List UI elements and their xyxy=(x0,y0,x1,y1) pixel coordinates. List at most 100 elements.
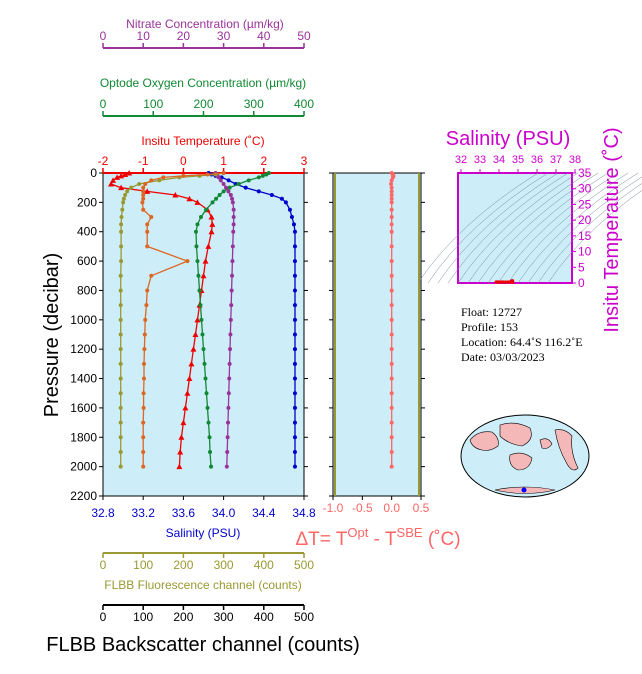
fluorescence-point-28 xyxy=(118,435,123,440)
oxygen-point-1 xyxy=(264,172,269,177)
ts-x-tick-label-4: 36 xyxy=(531,154,543,166)
salinity-tick-label-1: 33.2 xyxy=(132,506,156,520)
salinity-point-7 xyxy=(256,189,261,194)
temperature-tick-label-3: 1 xyxy=(220,154,227,168)
salinity-point-22 xyxy=(292,347,297,352)
oxygen-point-11 xyxy=(204,207,209,212)
delta-t-point-9 xyxy=(389,196,394,201)
ts-contour-10 xyxy=(517,172,639,284)
fluorescence-point-19 xyxy=(118,303,123,308)
pressure-axis-title: Pressure (decibar) xyxy=(41,253,63,418)
oxygen-point-25 xyxy=(204,391,209,396)
delta-t-tick-label-3: 0.5 xyxy=(413,501,430,515)
ts-density-contours xyxy=(417,172,642,284)
salinity-point-28 xyxy=(292,435,297,440)
salinity-point-29 xyxy=(292,449,297,454)
delta-t-point-18 xyxy=(389,288,394,293)
backscatter-point-7 xyxy=(141,189,146,194)
ts-x-tick-label-3: 35 xyxy=(512,154,524,166)
ts-y-tick-label-1: 5 xyxy=(578,260,585,274)
fluorescence-point-9 xyxy=(121,196,126,201)
delta-t-point-26 xyxy=(389,405,394,410)
pressure-tick-label-7: 1400 xyxy=(70,372,97,386)
fluorescence-point-29 xyxy=(118,449,123,454)
salinity-point-4 xyxy=(226,178,231,183)
nitrate-point-9 xyxy=(230,196,235,201)
ts-y-tick-label-5: 25 xyxy=(578,197,592,211)
salinity-point-15 xyxy=(292,244,297,249)
pressure-tick-label-0: 0 xyxy=(90,166,97,180)
ts-contour-4 xyxy=(457,172,579,284)
delta-t-tick-label-0: -1.0 xyxy=(323,501,344,515)
ts-contour-7 xyxy=(487,172,609,284)
ts-ylabel: Insitu Temperature (˚C) xyxy=(601,127,623,332)
delta-t-point-12 xyxy=(389,215,394,220)
pressure-tick-label-10: 2000 xyxy=(70,460,97,474)
ts-contour-12 xyxy=(537,183,642,284)
fluorescence-point-17 xyxy=(118,273,123,278)
oxygen-tick-label-0: 0 xyxy=(100,97,107,111)
oxygen-point-27 xyxy=(206,420,211,425)
backscatter-point-1 xyxy=(205,172,210,177)
fluorescence-point-5 xyxy=(137,182,142,187)
oxygen-point-6 xyxy=(227,185,232,190)
fluorescence-point-21 xyxy=(118,332,123,337)
nitrate-point-24 xyxy=(227,376,232,381)
backscatter-point-15 xyxy=(145,244,150,249)
nitrate-point-25 xyxy=(226,391,231,396)
fluorescence-tick-label-4: 400 xyxy=(254,558,274,572)
ts-x-tick-label-1: 33 xyxy=(474,154,486,166)
fluorescence-point-15 xyxy=(119,244,124,249)
salinity-point-30 xyxy=(292,464,297,469)
ts-contour-13 xyxy=(547,189,642,284)
delta-t-label-suffix: (˚C) xyxy=(423,529,461,550)
ts-contour-3 xyxy=(447,172,569,284)
backscatter-point-28 xyxy=(141,435,146,440)
salinity-point-16 xyxy=(292,259,297,264)
nitrate-point-18 xyxy=(229,288,234,293)
oxygen-point-4 xyxy=(246,178,251,183)
backscatter-point-11 xyxy=(141,207,146,212)
delta-t-axis: -1.0 -0.5 0.0 0.5 xyxy=(323,172,430,515)
pressure-axis: 0 200 400 600 800 1000 1200 1400 1600 1800 2000 220… xyxy=(70,166,308,503)
nitrate-tick-label-1: 10 xyxy=(137,29,151,43)
temperature-point-8 xyxy=(172,192,179,198)
backscatter-point-30 xyxy=(141,464,146,469)
bottom-axes: 32.8 33.2 33.6 34.0 34.4 34.8 0 100 200 300 400 500… xyxy=(91,496,316,624)
oxygen-tick-label-1: 100 xyxy=(143,97,163,111)
salinity-point-20 xyxy=(292,317,297,322)
fluorescence-point-8 xyxy=(123,193,128,198)
backscatter-point-17 xyxy=(149,273,154,278)
delta-t-point-16 xyxy=(389,259,394,264)
oxygen-point-30 xyxy=(209,464,214,469)
backscatter-point-16 xyxy=(185,259,190,264)
ts-contour-11 xyxy=(527,176,642,284)
nitrate-tick-label-2: 20 xyxy=(177,29,191,43)
fluorescence-point-6 xyxy=(129,185,134,190)
pressure-tick-label-6: 1200 xyxy=(70,342,97,356)
salinity-tick-label-4: 34.4 xyxy=(252,506,276,520)
temperature-point-1 xyxy=(122,171,129,177)
nitrate-point-3 xyxy=(216,175,221,180)
backscatter-point-24 xyxy=(142,376,147,381)
delta-t-point-15 xyxy=(389,244,394,249)
fluorescence-tick-label-1: 100 xyxy=(133,558,153,572)
nitrate-point-23 xyxy=(227,361,232,366)
salinity-point-26 xyxy=(292,405,297,410)
delta-t-point-24 xyxy=(389,376,394,381)
info-location: Location: 64.4˚S 116.2˚E xyxy=(461,335,583,349)
fluorescence-point-14 xyxy=(119,229,124,234)
delta-t-label-mid: - T xyxy=(368,529,397,550)
salinity-point-21 xyxy=(292,332,297,337)
salinity-point-8 xyxy=(269,193,274,198)
nitrate-point-22 xyxy=(228,347,233,352)
ts-contour-2 xyxy=(437,172,559,284)
ts-contour-9 xyxy=(507,172,629,284)
temperature-point-2 xyxy=(118,172,125,179)
fluorescence-axis-title: FLBB Fluorescence channel (counts) xyxy=(104,578,301,592)
delta-t-label-sup1: Opt xyxy=(347,525,368,540)
backscatter-point-23 xyxy=(142,361,147,366)
backscatter-tick-label-5: 500 xyxy=(294,610,314,624)
salinity-tick-label-3: 34.0 xyxy=(212,506,236,520)
